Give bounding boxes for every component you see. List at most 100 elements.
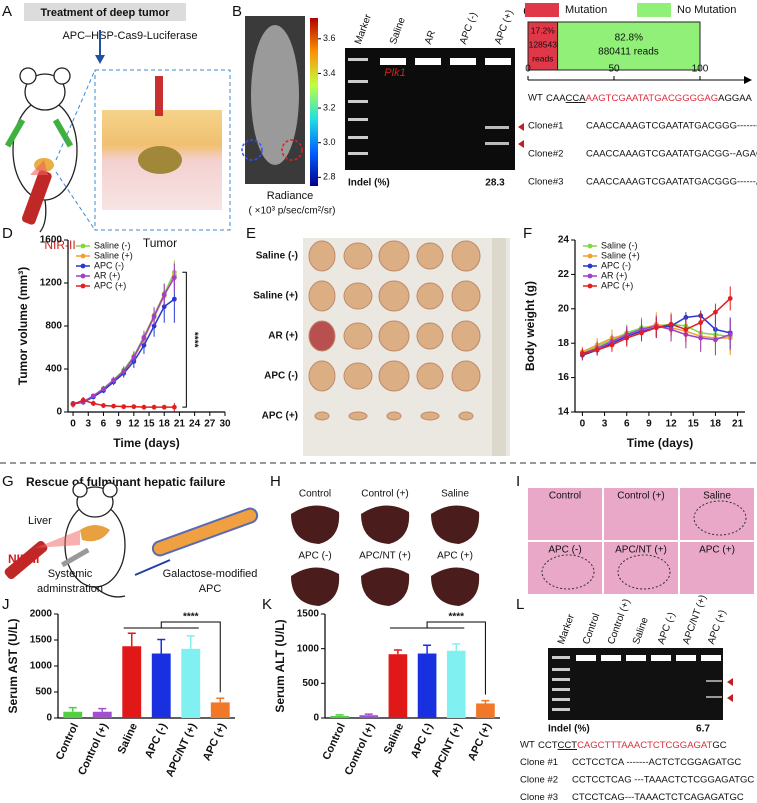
group-label: Saline xyxy=(703,491,731,502)
x-tick-label: APC (-) xyxy=(143,721,170,760)
agent-label: APC–HSP-Cas9-Luciferase xyxy=(62,30,197,42)
x-tick-label: 21 xyxy=(732,419,744,430)
y-axis-label: Serum AST (U/L) xyxy=(6,619,20,714)
legend-marker xyxy=(587,273,593,279)
tumor xyxy=(416,282,444,310)
tumor xyxy=(378,280,410,312)
y-tick-label: 800 xyxy=(45,321,62,332)
x-tick-label: Saline xyxy=(382,721,407,755)
lane-label: Marker xyxy=(556,612,577,646)
colorbar-label: Radiance xyxy=(267,190,313,202)
x-tick-label: 6 xyxy=(101,419,107,430)
group-label: APC (+) xyxy=(437,551,473,562)
legend-label: AR (+) xyxy=(601,270,627,280)
count-label: 880411 xyxy=(598,47,631,58)
gel-band xyxy=(380,58,406,65)
legend-marker xyxy=(587,253,593,259)
histology-tile xyxy=(528,542,602,594)
tumor xyxy=(451,240,481,272)
error-bar xyxy=(335,714,344,716)
liver xyxy=(361,505,410,544)
y-tick-label: 1500 xyxy=(297,609,320,620)
panel-label: D xyxy=(2,225,13,242)
bar xyxy=(388,654,408,718)
error-bar xyxy=(68,706,77,712)
panel-label: B xyxy=(232,3,242,20)
data-point xyxy=(579,351,585,356)
data-point xyxy=(141,335,147,341)
value-label: 82.8% xyxy=(615,33,643,44)
mouse-ear xyxy=(102,482,118,498)
error-bar xyxy=(216,697,225,703)
colorbar xyxy=(310,18,318,186)
legend-label: APC (+) xyxy=(601,280,633,290)
pen xyxy=(21,170,52,225)
agent-label: APC xyxy=(199,583,222,595)
y-tick-label: 1600 xyxy=(40,235,63,246)
data-point xyxy=(683,327,689,332)
data-point xyxy=(151,323,157,329)
x-tick-label: 27 xyxy=(204,419,216,430)
mouse-head xyxy=(24,73,66,111)
data-point xyxy=(653,325,659,331)
panel-label: A xyxy=(2,3,12,20)
y-tick-label: 1200 xyxy=(40,278,63,289)
y-tick-label: 16 xyxy=(558,372,570,383)
gel-band xyxy=(348,80,368,83)
x-tick-label: 12 xyxy=(666,419,678,430)
bar xyxy=(359,715,379,718)
data-point xyxy=(713,337,718,343)
sequence-part: CCT xyxy=(558,740,578,751)
significance-bracket xyxy=(426,621,486,695)
liver xyxy=(431,567,480,606)
data-point xyxy=(171,404,177,410)
series-line xyxy=(72,298,175,405)
error-bar xyxy=(157,638,166,654)
legend-label: AR (+) xyxy=(94,270,120,280)
data-point xyxy=(121,404,127,410)
mouse-ear xyxy=(72,482,88,498)
route-label: Systemic xyxy=(48,568,93,580)
mouse-illustration xyxy=(64,482,126,598)
axis-arrow xyxy=(744,76,752,84)
y-tick-label: 22 xyxy=(558,269,570,280)
count-unit: reads xyxy=(532,53,553,63)
lane-label: APC (-) xyxy=(656,611,678,646)
x-tick-label: 18 xyxy=(710,419,722,430)
colorbar-tick-label: 3.0 xyxy=(323,137,336,147)
band-arrow xyxy=(727,678,733,686)
sequence-part: CAGCTTTAAACTCTCGGAGAT xyxy=(577,740,712,751)
gel-band xyxy=(348,152,368,155)
x-tick-label: 0 xyxy=(580,419,586,430)
panel-title: Rescue of fulminant hepatic failure xyxy=(26,475,226,489)
legend-label: Saline (+) xyxy=(601,250,640,260)
error-bar xyxy=(452,643,461,651)
x-tick-label: 0 xyxy=(70,419,76,430)
colorbar-tick-label: 3.2 xyxy=(323,102,336,112)
sequence-part: AGGAA xyxy=(718,93,752,104)
legend-label: APC (+) xyxy=(94,280,126,290)
x-tick-label: APC (+) xyxy=(201,721,229,763)
gel-band xyxy=(552,698,570,701)
y-tick-label: 2000 xyxy=(30,609,53,620)
histology-tile xyxy=(528,488,602,540)
y-axis-label: Body weight (g) xyxy=(523,281,537,371)
bar xyxy=(476,703,495,718)
data-point xyxy=(171,275,177,281)
x-tick-label: 50 xyxy=(608,64,620,75)
legend-label: Mutation xyxy=(565,4,607,16)
sequence-label: Clone#1 xyxy=(528,121,563,132)
tumor xyxy=(416,322,444,350)
legend-marker xyxy=(587,283,593,289)
group-label: APC/NT (+) xyxy=(615,545,667,556)
bar xyxy=(122,646,142,718)
gel-band xyxy=(415,58,441,65)
indel-value: 28.3 xyxy=(485,178,505,189)
data-point xyxy=(70,402,76,407)
data-point xyxy=(161,292,167,298)
legend-label: APC (-) xyxy=(601,260,631,270)
tumor-photo xyxy=(303,238,510,456)
legend-marker xyxy=(80,253,86,259)
data-point xyxy=(141,342,147,348)
data-point xyxy=(609,342,615,348)
